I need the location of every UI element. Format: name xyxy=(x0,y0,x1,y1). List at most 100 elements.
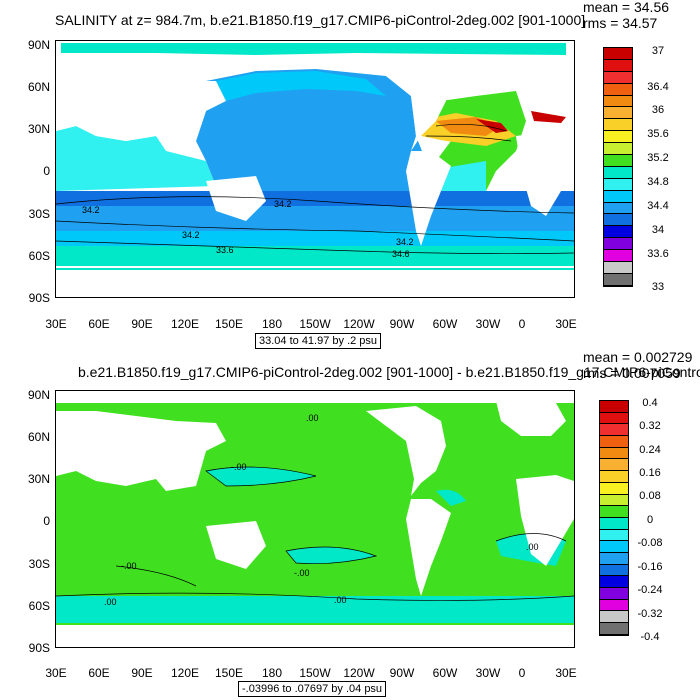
lon-label: 90E xyxy=(131,317,153,331)
colorbar-label: 0.4 xyxy=(642,397,658,409)
panel1-map: 34.2 34.2 34.2 34.2 33.6 34.6 xyxy=(55,40,575,298)
contour-label: 33.6 xyxy=(216,245,234,255)
lon-label: 180 xyxy=(261,317,283,331)
lon-label: 30W xyxy=(475,666,501,680)
colorbar-label: 0.32 xyxy=(639,420,661,432)
lat-label: 30N xyxy=(27,122,50,136)
colorbar-label: 35.6 xyxy=(647,128,669,140)
colorbar-swatch xyxy=(600,599,628,612)
colorbar-swatch xyxy=(600,552,628,565)
colorbar-swatch xyxy=(600,529,628,542)
contour-label: .00 xyxy=(104,597,117,607)
panel1-map-svg: 34.2 34.2 34.2 34.2 33.6 34.6 xyxy=(56,41,574,297)
colorbar-swatch xyxy=(600,494,628,507)
lat-label: 90N xyxy=(27,388,50,402)
contour-label: .00 xyxy=(334,595,347,605)
colorbar-swatch xyxy=(604,95,632,108)
colorbar-swatch xyxy=(600,541,628,553)
colorbar-label: -0.4 xyxy=(640,631,660,643)
colorbar-swatch xyxy=(600,576,628,588)
asia-landmass xyxy=(56,71,226,146)
antarctica-landmass xyxy=(56,625,574,647)
colorbar-label: 0.16 xyxy=(639,467,661,479)
contour-label: -.00 xyxy=(294,568,310,578)
lon-label: 180 xyxy=(261,666,283,680)
colorbar-swatch xyxy=(604,131,632,144)
colorbar-label: 37 xyxy=(651,45,665,57)
contour-label: .00 xyxy=(526,542,539,552)
europe-landmass xyxy=(496,401,566,436)
lon-label: 60E xyxy=(88,317,110,331)
colorbar-swatch xyxy=(600,471,628,483)
colorbar-swatch xyxy=(604,107,632,120)
lat-label: 90N xyxy=(27,38,50,52)
colorbar-swatch xyxy=(600,564,628,577)
antarctica-landmass xyxy=(56,271,574,297)
colorbar-label: -0.16 xyxy=(637,561,663,573)
contour-label: -.00 xyxy=(121,561,137,571)
lon-label: 90W xyxy=(389,666,415,680)
lon-label: 30E xyxy=(45,666,67,680)
africa-landmass xyxy=(516,131,574,216)
panel2-title: b.e21.B1850.f19_g17.CMIP6-piControl-2deg… xyxy=(78,364,700,380)
panel1-colorbar xyxy=(603,47,633,287)
lon-label: 120E xyxy=(170,317,200,331)
contour-label: 34.6 xyxy=(392,249,410,259)
contour-label: 34.2 xyxy=(182,230,200,240)
colorbar-swatch xyxy=(600,412,628,425)
colorbar-swatch xyxy=(600,623,628,635)
colorbar-label: -0.24 xyxy=(637,584,663,596)
lat-label: 60S xyxy=(28,599,50,613)
colorbar-label: 34.4 xyxy=(647,200,669,212)
lon-label: 60W xyxy=(432,317,458,331)
colorbar-label: 33.6 xyxy=(647,248,669,260)
lon-label: 120E xyxy=(170,666,200,680)
panel2-map: -.00 -.00 -.00 .00 .00 .00 .00 xyxy=(55,390,575,648)
colorbar-swatch xyxy=(600,401,628,413)
colorbar-swatch xyxy=(604,178,632,191)
lat-label: 90S xyxy=(28,641,50,655)
lon-label: 150W xyxy=(299,317,331,331)
lon-label: 150E xyxy=(214,317,244,331)
lat-label: 0 xyxy=(43,164,50,178)
north-america-landmass xyxy=(366,406,446,496)
australia-landmass xyxy=(206,521,266,569)
colorbar-label: 36.4 xyxy=(647,81,669,93)
panel1-range-box: 33.04 to 41.97 by .2 psu xyxy=(255,333,382,349)
colorbar-swatch xyxy=(600,517,628,530)
colorbar-swatch xyxy=(604,273,632,286)
panel1-title: SALINITY at z= 984.7m, b.e21.B1850.f19_g… xyxy=(55,12,586,28)
north-america-landmass xyxy=(386,66,446,151)
colorbar-swatch xyxy=(604,214,632,227)
pacific-ocean xyxy=(196,69,426,191)
contour-label: -.00 xyxy=(231,462,247,472)
lat-label: 0 xyxy=(43,514,50,528)
colorbar-label: -0.08 xyxy=(637,537,663,549)
lon-label: 150W xyxy=(299,666,331,680)
panel2-map-svg: -.00 -.00 -.00 .00 .00 .00 .00 xyxy=(56,391,574,647)
lon-label: 0 xyxy=(518,666,526,680)
colorbar-swatch xyxy=(604,59,632,72)
panel2-rms: rms = 0.007059 xyxy=(583,365,681,381)
lon-label: 120W xyxy=(343,317,375,331)
colorbar-label: 33 xyxy=(651,281,665,293)
lon-label: 0 xyxy=(518,317,526,331)
colorbar-swatch xyxy=(604,226,632,239)
panel2-range-box: -.03996 to .07697 by .04 psu xyxy=(238,681,387,697)
colorbar-swatch xyxy=(600,482,628,495)
colorbar-label: 36 xyxy=(651,104,665,116)
colorbar-swatch xyxy=(604,119,632,132)
colorbar-label: 0.08 xyxy=(639,490,661,502)
colorbar-label: 35.2 xyxy=(647,152,669,164)
lat-label: 30S xyxy=(28,207,50,221)
colorbar-label: 34.8 xyxy=(647,176,669,188)
colorbar-swatch xyxy=(600,588,628,600)
colorbar-swatch xyxy=(604,71,632,84)
panel1-rms: rms = 34.57 xyxy=(583,15,658,31)
colorbar-swatch xyxy=(604,155,632,167)
lat-label: 90S xyxy=(28,291,50,305)
southern-cyan-band xyxy=(56,596,574,623)
colorbar-swatch xyxy=(600,506,628,518)
lon-label: 90E xyxy=(131,666,153,680)
contour-label: 34.2 xyxy=(274,199,292,209)
